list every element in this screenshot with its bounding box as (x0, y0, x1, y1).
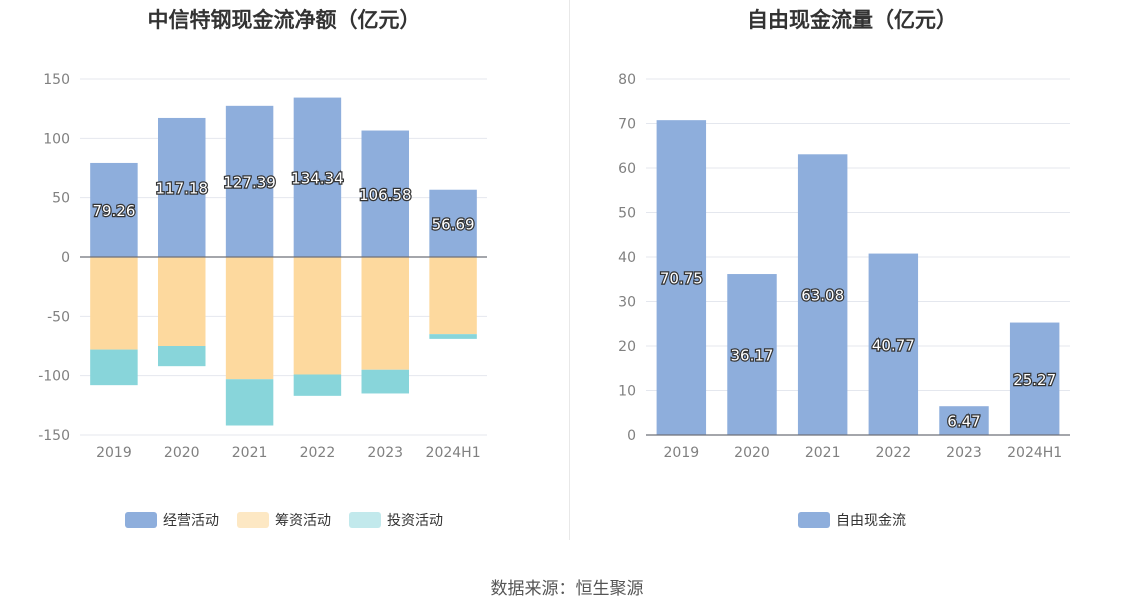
legend-swatch-investing (349, 512, 381, 528)
panel-divider (569, 0, 570, 540)
cash-flow-chart-panel: 中信特钢现金流净额（亿元） 150 100 50 0 -50 -100 -150 2019 79… (0, 0, 568, 560)
bar (225, 105, 274, 257)
x-tick-label: 2019 (664, 445, 700, 461)
y-tick-label: -100 (38, 369, 70, 385)
y-tick-label: 80 (618, 72, 636, 88)
data-label: 117.18 (156, 179, 209, 197)
right-chart-title: 自由现金流量（亿元） (747, 8, 957, 32)
y-tick-label: 10 (618, 384, 636, 400)
legend-label-investing: 投资活动 (387, 513, 443, 529)
data-label: 36.17 (731, 347, 774, 365)
bar (429, 257, 477, 335)
bar (90, 257, 138, 350)
y-tick-label: 150 (43, 72, 70, 88)
legend-swatch-free-cash-flow (798, 512, 830, 528)
cash-flow-chart: 150 100 50 0 -50 -100 -150 2019 79.26 2020 117.18 2… (38, 72, 487, 461)
x-tick-label: 2021 (805, 445, 841, 461)
bar (90, 162, 138, 257)
bar (1009, 322, 1060, 435)
bar (225, 257, 274, 380)
data-label: 106.58 (359, 186, 412, 204)
legend-item-investing[interactable]: 投资活动 (349, 510, 443, 530)
bar (361, 130, 409, 257)
y-tick-label: 70 (618, 117, 636, 133)
y-tick-label: 50 (618, 206, 636, 222)
legend-item-operating[interactable]: 经营活动 (125, 510, 219, 530)
y-tick-label: 20 (618, 339, 636, 355)
y-tick-label: 100 (43, 131, 70, 147)
bar (293, 374, 342, 396)
left-chart-title: 中信特钢现金流净额（亿元） (147, 8, 421, 32)
data-label: 56.69 (432, 215, 475, 233)
legend-item-financing[interactable]: 筹资活动 (237, 510, 331, 530)
bar (797, 154, 848, 435)
data-label: 127.39 (223, 173, 276, 191)
y-tick-label: 0 (61, 250, 70, 266)
bar (868, 253, 919, 435)
bar (361, 257, 409, 370)
bar (293, 97, 342, 258)
free-cash-flow-chart-panel: 自由现金流量（亿元） 80 70 60 50 40 30 20 10 0 2019 70.75 202… (570, 0, 1134, 560)
x-tick-label: 2023 (367, 445, 403, 461)
data-label: 79.26 (92, 202, 135, 220)
x-tick-label: 2024H1 (426, 445, 481, 461)
free-cash-flow-chart: 80 70 60 50 40 30 20 10 0 2019 70.75 2020 36.17 2021 6… (618, 72, 1070, 461)
legend-item-free-cash-flow[interactable]: 自由现金流 (798, 510, 906, 530)
data-source: 数据来源：恒生聚源 (490, 579, 644, 599)
y-tick-label: 30 (618, 295, 636, 311)
x-tick-label: 2022 (300, 445, 336, 461)
x-tick-label: 2022 (876, 445, 912, 461)
bar (158, 257, 206, 346)
legend-label-financing: 筹资活动 (275, 513, 331, 529)
x-tick-label: 2023 (946, 445, 982, 461)
data-label: 40.77 (872, 336, 915, 354)
bar (361, 369, 409, 394)
y-tick-label: 60 (618, 161, 636, 177)
y-tick-label: -150 (38, 428, 70, 444)
bar (293, 257, 342, 375)
bar (158, 117, 206, 257)
y-tick-label: 40 (618, 250, 636, 266)
bar (656, 120, 707, 435)
bar (158, 346, 206, 367)
x-tick-label: 2020 (734, 445, 770, 461)
y-tick-label: -50 (47, 309, 70, 325)
x-tick-label: 2020 (164, 445, 200, 461)
data-label: 63.08 (801, 287, 844, 305)
x-tick-label: 2019 (96, 445, 132, 461)
bar (939, 406, 989, 435)
bar (727, 274, 777, 435)
y-tick-label: 0 (627, 428, 636, 444)
x-tick-label: 2024H1 (1007, 445, 1062, 461)
legend-swatch-operating (125, 512, 157, 528)
bar (429, 189, 477, 257)
bar (429, 334, 477, 339)
bar (225, 379, 274, 426)
right-legend: 自由现金流 (570, 510, 1134, 530)
y-tick-label: 50 (52, 191, 70, 207)
bar (90, 349, 138, 386)
data-label: 134.34 (291, 169, 344, 187)
data-label: 70.75 (660, 270, 703, 288)
data-label: 6.47 (947, 413, 980, 431)
data-label: 25.27 (1013, 371, 1056, 389)
legend-swatch-financing (237, 512, 269, 528)
left-legend: 经营活动 筹资活动 投资活动 (0, 510, 568, 530)
legend-label-operating: 经营活动 (163, 513, 219, 529)
legend-label-free-cash-flow: 自由现金流 (836, 513, 906, 529)
x-tick-label: 2021 (232, 445, 268, 461)
